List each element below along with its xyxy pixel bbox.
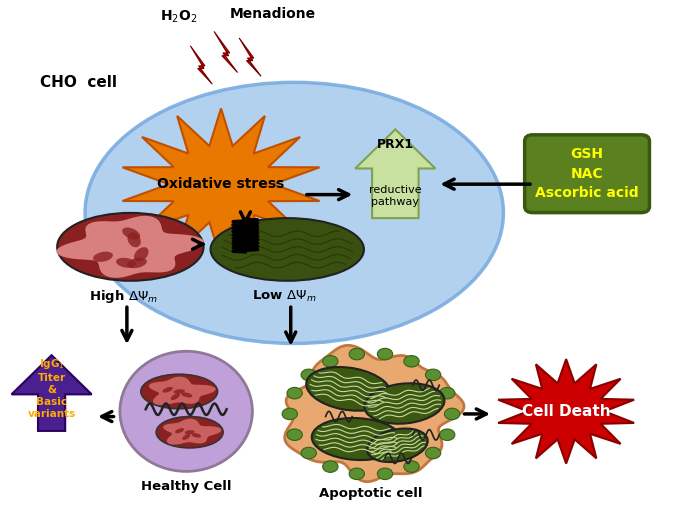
Text: Low $\Delta\Psi_m$: Low $\Delta\Psi_m$ xyxy=(251,289,316,304)
Text: GSH
NAC
Ascorbic acid: GSH NAC Ascorbic acid xyxy=(536,147,639,200)
Ellipse shape xyxy=(444,408,460,419)
Ellipse shape xyxy=(426,447,441,459)
Ellipse shape xyxy=(282,408,298,419)
FancyBboxPatch shape xyxy=(525,135,650,213)
Ellipse shape xyxy=(211,218,364,281)
Text: H$_2$O$_2$: H$_2$O$_2$ xyxy=(160,9,198,25)
Text: Cell Death: Cell Death xyxy=(522,404,610,419)
Ellipse shape xyxy=(301,447,316,459)
Ellipse shape xyxy=(122,227,140,239)
Ellipse shape xyxy=(312,418,402,460)
Ellipse shape xyxy=(323,461,338,472)
Polygon shape xyxy=(11,355,92,431)
Ellipse shape xyxy=(116,258,136,268)
Ellipse shape xyxy=(175,428,184,433)
Ellipse shape xyxy=(287,429,302,440)
Text: IgG$_1$
Titer
&
Basic
variants: IgG$_1$ Titer & Basic variants xyxy=(27,357,76,419)
Text: Apoptotic cell: Apoptotic cell xyxy=(319,487,423,500)
Polygon shape xyxy=(355,129,435,218)
Polygon shape xyxy=(57,216,204,278)
Ellipse shape xyxy=(134,247,148,261)
Ellipse shape xyxy=(171,393,180,400)
Polygon shape xyxy=(239,38,261,76)
Text: Oxidative stress: Oxidative stress xyxy=(158,177,285,191)
Ellipse shape xyxy=(440,387,455,399)
Text: CHO  cell: CHO cell xyxy=(40,75,117,90)
Text: High $\Delta\Psi_m$: High $\Delta\Psi_m$ xyxy=(89,288,158,305)
Ellipse shape xyxy=(426,369,441,381)
Ellipse shape xyxy=(301,369,316,381)
Ellipse shape xyxy=(141,374,218,409)
Ellipse shape xyxy=(156,416,223,448)
Ellipse shape xyxy=(185,430,195,434)
Polygon shape xyxy=(190,46,212,84)
Ellipse shape xyxy=(120,351,253,471)
Ellipse shape xyxy=(440,429,455,440)
Ellipse shape xyxy=(192,433,201,438)
Ellipse shape xyxy=(85,82,503,343)
Ellipse shape xyxy=(367,428,428,462)
Ellipse shape xyxy=(306,367,391,411)
Ellipse shape xyxy=(287,387,302,399)
Polygon shape xyxy=(163,419,221,445)
Ellipse shape xyxy=(93,251,113,262)
Ellipse shape xyxy=(182,434,190,440)
Polygon shape xyxy=(285,345,464,481)
Ellipse shape xyxy=(377,468,393,479)
Ellipse shape xyxy=(162,387,173,393)
Ellipse shape xyxy=(57,213,204,281)
Ellipse shape xyxy=(377,348,393,360)
Ellipse shape xyxy=(404,355,419,367)
Polygon shape xyxy=(214,32,237,72)
Text: PRX1: PRX1 xyxy=(377,138,414,151)
Ellipse shape xyxy=(349,468,365,479)
Text: Menadione: Menadione xyxy=(230,7,316,22)
Polygon shape xyxy=(498,359,634,464)
Ellipse shape xyxy=(127,258,147,268)
Ellipse shape xyxy=(349,348,365,360)
Polygon shape xyxy=(122,109,320,260)
Text: reductive
pathway: reductive pathway xyxy=(369,185,421,207)
Ellipse shape xyxy=(127,232,141,247)
Ellipse shape xyxy=(364,383,444,424)
Text: Healthy Cell: Healthy Cell xyxy=(141,479,232,492)
Ellipse shape xyxy=(323,355,338,367)
Ellipse shape xyxy=(404,461,419,472)
Ellipse shape xyxy=(174,389,185,394)
Polygon shape xyxy=(149,376,216,405)
Ellipse shape xyxy=(181,392,193,397)
